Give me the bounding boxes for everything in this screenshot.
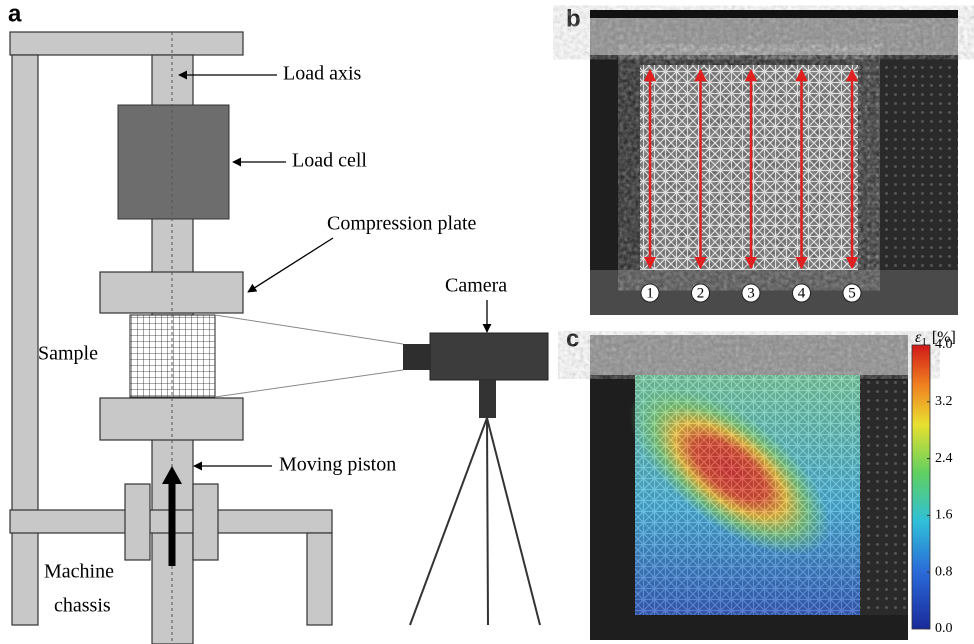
annotation: Machine: [44, 561, 114, 583]
colorbar-tick-label: 4.0: [935, 337, 953, 352]
subscript: 1: [921, 336, 927, 348]
annotation: Camera: [445, 275, 507, 297]
annotation: Sample: [38, 343, 98, 365]
figure: a Load axis Load cell Compression plate …: [0, 0, 974, 644]
line-number: 4: [798, 285, 806, 301]
line-number: 1: [646, 285, 654, 301]
annotation: chassis: [54, 595, 111, 617]
colorbar: [912, 345, 930, 629]
line-number: 5: [848, 285, 856, 301]
panel-label: c: [566, 325, 579, 352]
colorbar-tick-label: 0.0: [935, 621, 953, 636]
test-machine: [10, 32, 332, 644]
annotation: Load axis: [283, 63, 362, 85]
annotation: Load cell: [292, 150, 367, 172]
panel-label: b: [566, 5, 581, 32]
colorbar-tick-label: 3.2: [935, 394, 953, 409]
line-number: 3: [747, 285, 755, 301]
panel-label: a: [8, 0, 22, 27]
line-number: 2: [697, 285, 705, 301]
strain-map: [590, 335, 908, 640]
colorbar-tick-label: 1.6: [935, 508, 953, 523]
annotation: Compression plate: [327, 213, 477, 235]
colorbar-tick-label: 2.4: [935, 451, 953, 466]
colorbar-tick-label: 0.8: [935, 564, 953, 579]
annotation: Moving piston: [279, 454, 396, 476]
colorbar-ticks: 4.0 3.2 2.4 1.6 0.8 0.0: [927, 337, 953, 636]
photo: [590, 10, 958, 315]
